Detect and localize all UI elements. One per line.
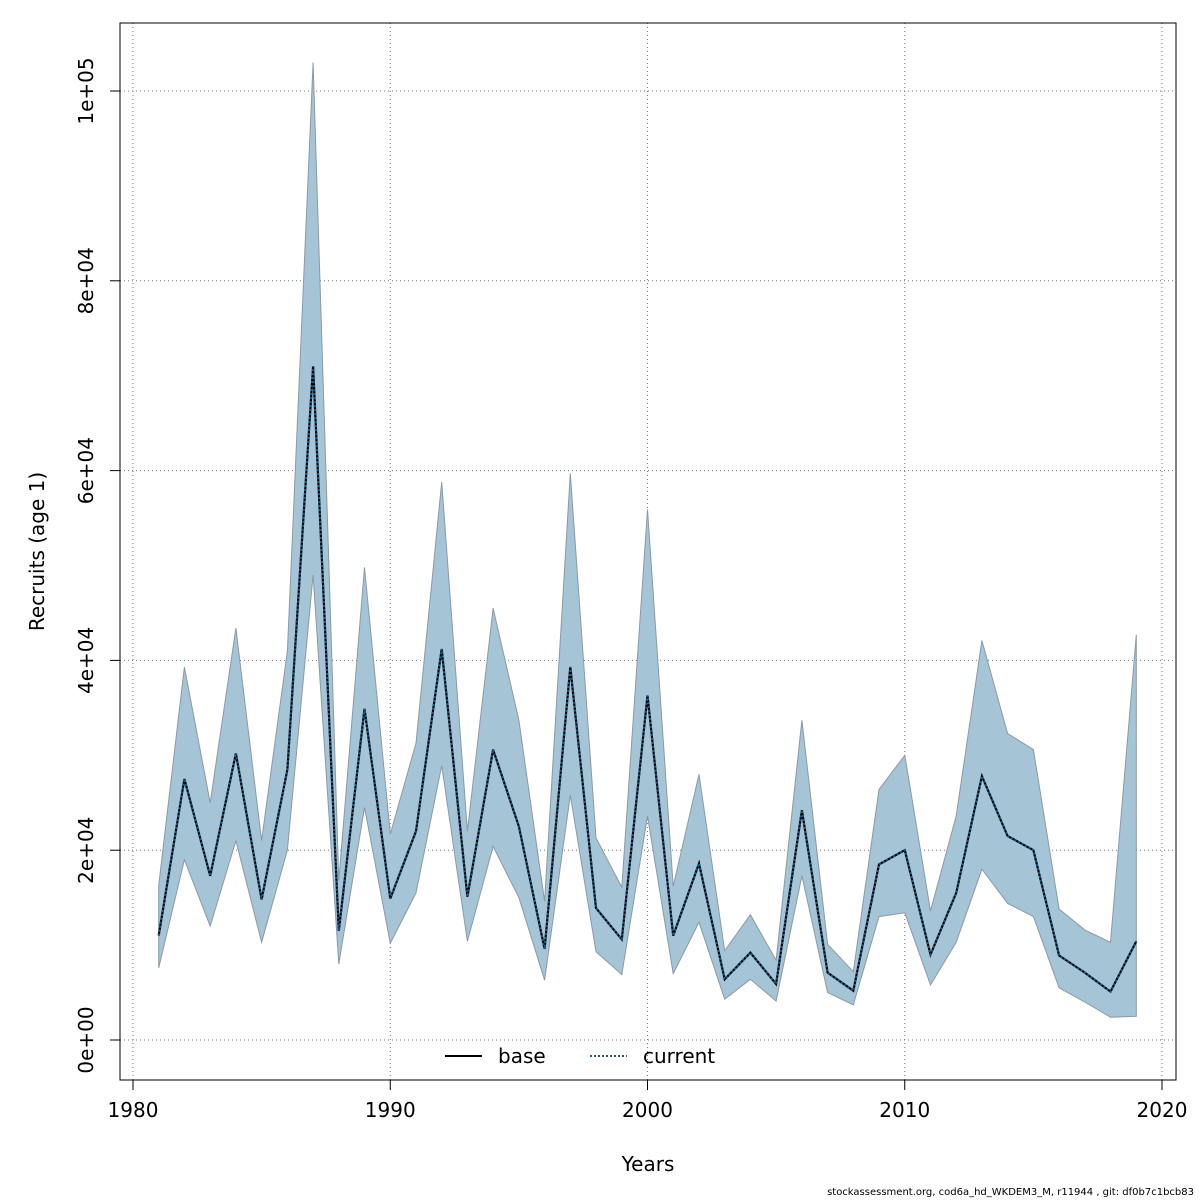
x-tick-label: 1990 bbox=[365, 1098, 416, 1122]
x-tick-label: 1980 bbox=[108, 1098, 159, 1122]
legend-label-base: base bbox=[498, 1044, 546, 1068]
y-tick-label: 8e+04 bbox=[74, 247, 98, 314]
y-tick-label: 4e+04 bbox=[74, 627, 98, 694]
footer-note: stockassessment.org, cod6a_hd_WKDEM3_M, … bbox=[827, 1187, 1194, 1198]
legend-label-current: current bbox=[643, 1044, 715, 1068]
y-tick-label: 1e+05 bbox=[74, 57, 98, 124]
confidence-band bbox=[158, 62, 1137, 1018]
series-line-current bbox=[157, 366, 1138, 994]
x-tick-label: 2000 bbox=[622, 1098, 673, 1122]
x-tick-label: 2020 bbox=[1137, 1098, 1188, 1122]
y-tick-label: 2e+04 bbox=[74, 817, 98, 884]
x-axis-title: Years bbox=[621, 1152, 675, 1176]
y-tick-label: 6e+04 bbox=[74, 437, 98, 504]
y-axis-title: Recruits (age 1) bbox=[25, 472, 49, 631]
y-tick-label: 0e+00 bbox=[74, 1006, 98, 1073]
x-tick-label: 2010 bbox=[879, 1098, 930, 1122]
